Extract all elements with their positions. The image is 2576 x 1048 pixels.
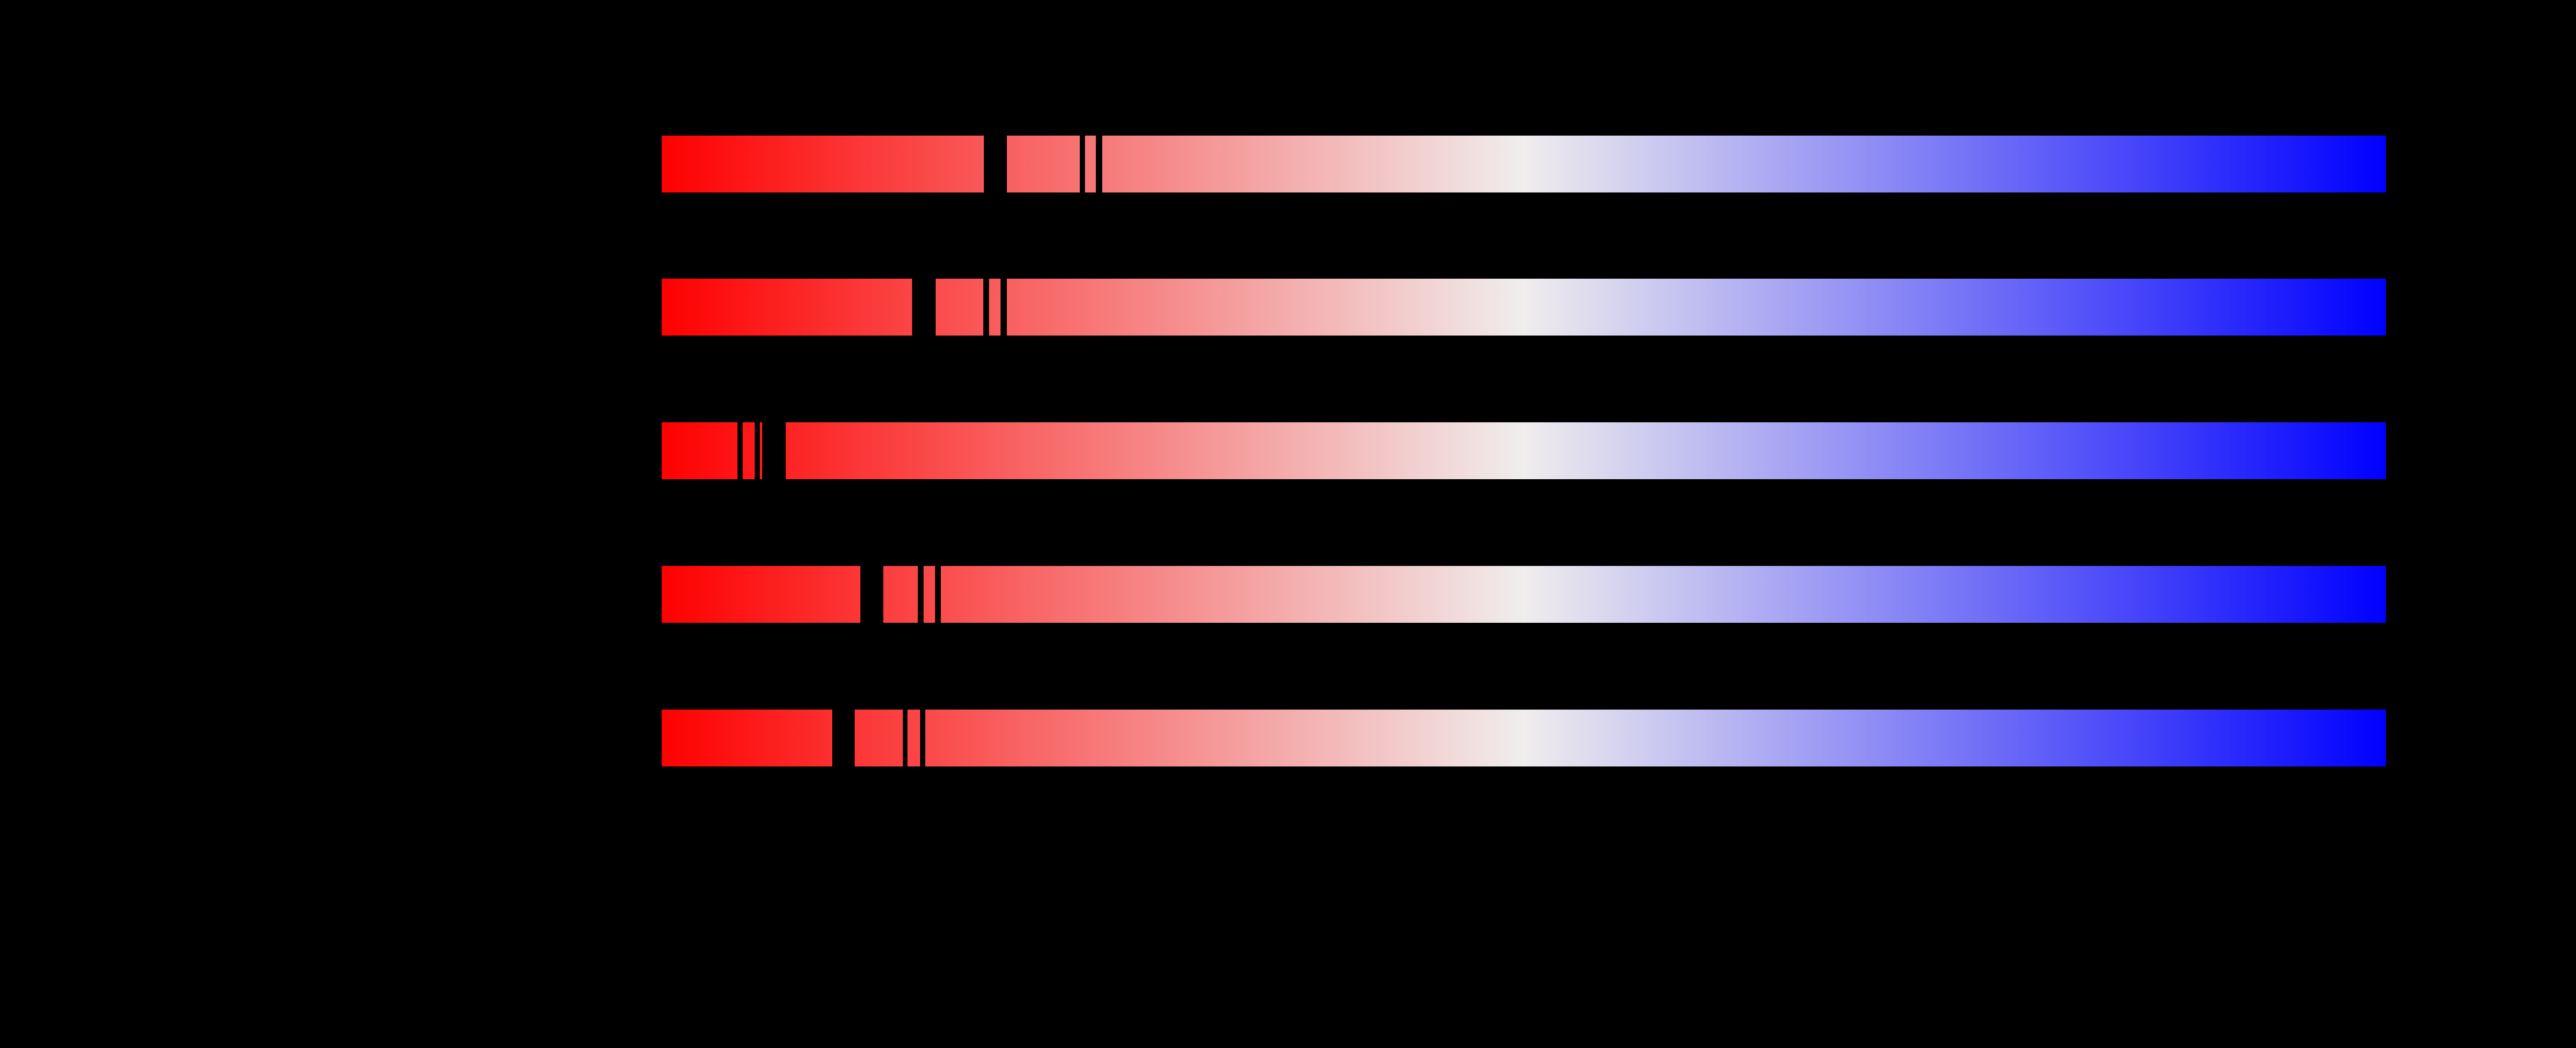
thick-marker-line — [762, 422, 786, 479]
thin-marker-line — [737, 422, 743, 479]
thick-marker-line — [912, 279, 936, 336]
thin-marker-line — [1001, 279, 1007, 336]
gradient-strip-row-4 — [662, 566, 2386, 623]
gradient-strip-row-5 — [662, 710, 2386, 766]
thin-marker-line — [983, 279, 989, 336]
thin-marker-line — [755, 422, 760, 479]
gradient-strip-row-1 — [662, 136, 2386, 192]
thin-marker-line — [920, 710, 925, 766]
thick-marker-line — [984, 136, 1007, 192]
thick-marker-line — [832, 710, 855, 766]
thin-marker-line — [903, 710, 907, 766]
thin-marker-line — [935, 566, 941, 623]
thin-marker-line — [1096, 136, 1102, 192]
thick-marker-line — [860, 566, 883, 623]
thin-marker-line — [1080, 136, 1085, 192]
gradient-strip-row-3 — [662, 422, 2386, 479]
gradient-strip-row-2 — [662, 279, 2386, 336]
thin-marker-line — [918, 566, 924, 623]
